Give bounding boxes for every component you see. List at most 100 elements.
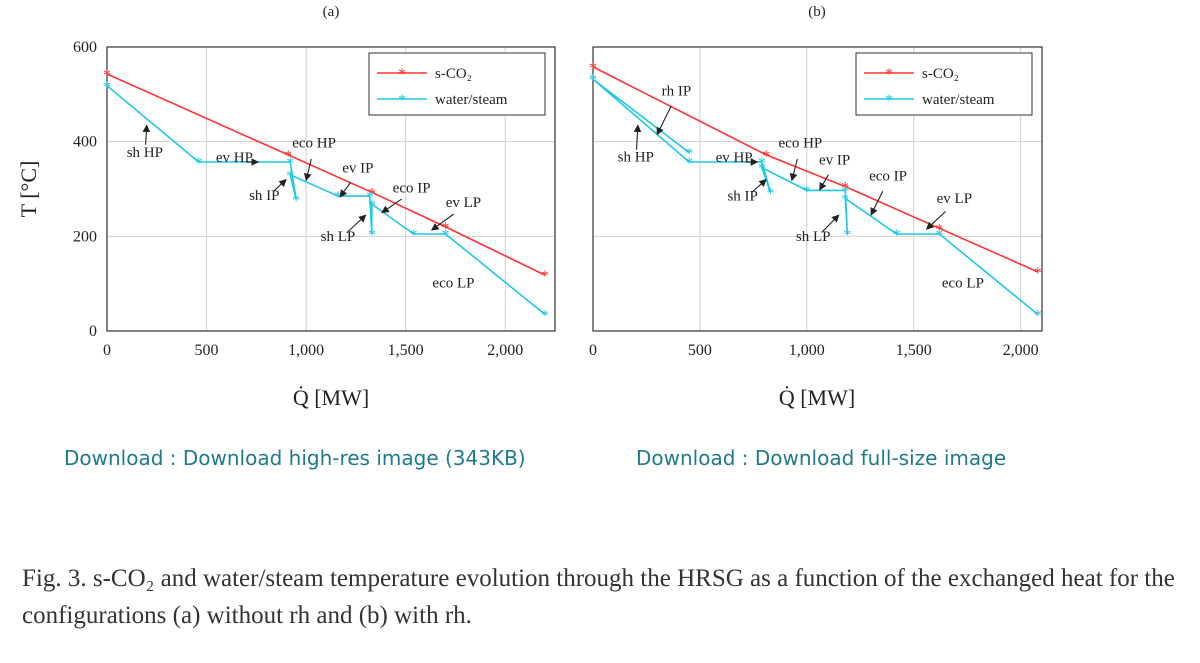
legend-swatch-marker: * xyxy=(885,66,893,83)
x-tick-label: 2,000 xyxy=(487,342,523,359)
annotation-label: sh IP xyxy=(249,188,279,204)
annotation-arrow xyxy=(346,214,367,234)
chart-panel-a: (a) 0 500 1,000 1,500 2,000 0 200 400 600 Q̇ [MW] T… xyxy=(16,4,556,410)
data-point-marker: * xyxy=(589,72,597,89)
x-tick-label: 0 xyxy=(103,342,111,359)
data-point-marker: * xyxy=(103,79,111,96)
data-point-marker: * xyxy=(292,192,300,209)
data-point-marker: * xyxy=(541,268,549,285)
annotation-label: eco LP xyxy=(432,275,474,291)
data-point-marker: * xyxy=(334,189,342,206)
data-point-marker: * xyxy=(935,221,943,238)
annotation-arrow xyxy=(751,178,767,193)
annotation-arrow xyxy=(789,158,798,182)
data-point-marker: * xyxy=(441,227,449,244)
series-line-water-steam xyxy=(106,85,546,316)
data-point-marker: * xyxy=(366,189,374,206)
legend-label: s-CO₂ xyxy=(922,66,959,82)
figure-caption: Fig. 3. s-CO₂ and water/steam temperatur… xyxy=(22,565,1175,629)
x-tick-label: 500 xyxy=(688,342,712,359)
x-tick-label: 1,500 xyxy=(896,342,932,359)
data-point-marker: * xyxy=(841,191,849,208)
legend-label: s-CO₂ xyxy=(435,66,472,82)
legend-swatch-marker: * xyxy=(398,92,406,109)
annotation-label: sh LP xyxy=(321,229,356,245)
x-tick-label: 1,500 xyxy=(388,342,424,359)
chart-title: (b) xyxy=(808,4,826,20)
data-point-marker: * xyxy=(195,155,203,172)
annotation-label: ev IP xyxy=(819,152,850,168)
annotation-arrow xyxy=(272,178,287,193)
annotation-label: eco IP xyxy=(393,180,431,196)
annotation-arrow xyxy=(819,174,829,191)
data-point-marker: * xyxy=(103,67,111,84)
data-point-marker: * xyxy=(893,227,901,244)
y-tick-label: 600 xyxy=(73,39,97,56)
x-axis-label: Q̇ [MW] xyxy=(779,385,855,410)
download-high-res-link[interactable]: Download : Download high-res image (343K… xyxy=(64,446,526,470)
data-point-marker: * xyxy=(1034,307,1042,324)
data-point-marker: * xyxy=(441,220,449,237)
annotation-label: eco LP xyxy=(942,275,984,291)
annotation-label: eco HP xyxy=(292,135,336,151)
plot-frame xyxy=(106,46,556,332)
annotation-arrow xyxy=(339,181,352,198)
data-point-marker: * xyxy=(762,148,770,165)
series-line-sco2 xyxy=(106,73,546,276)
data-point-marker: * xyxy=(841,183,849,200)
x-tick-label: 2,000 xyxy=(1003,342,1039,359)
data-point-marker: * xyxy=(685,146,693,163)
annotation-arrow xyxy=(633,124,642,150)
data-point-marker: * xyxy=(410,227,418,244)
annotation-arrow xyxy=(142,124,151,145)
annotation-arrow xyxy=(925,210,946,230)
legend: * s-CO₂ * water/steam xyxy=(368,52,546,116)
data-point-marker: * xyxy=(368,197,376,214)
data-point-marker: * xyxy=(758,161,766,178)
annotation-label: sh HP xyxy=(127,145,163,161)
data-point-marker: * xyxy=(589,60,597,77)
x-tick-label: 500 xyxy=(195,342,219,359)
series-line-water-steam xyxy=(592,78,1039,316)
annotation-arrow xyxy=(381,198,403,214)
annotation-label: sh HP xyxy=(618,150,654,166)
data-point-marker: * xyxy=(284,148,292,165)
annotation-label: sh LP xyxy=(796,229,831,245)
annotation-label: ev HP xyxy=(716,150,753,166)
y-tick-label: 200 xyxy=(73,228,97,245)
data-point-marker: * xyxy=(766,185,774,202)
data-point-marker: * xyxy=(843,227,851,244)
annotation-arrow xyxy=(430,213,455,231)
plot-frame xyxy=(592,46,1043,332)
x-tick-label: 1,000 xyxy=(789,342,825,359)
data-point-marker: * xyxy=(685,155,693,172)
y-tick-label: 400 xyxy=(73,134,97,151)
annotation-label: sh IP xyxy=(727,188,757,204)
annotation-arrow xyxy=(303,158,312,182)
data-point-marker: * xyxy=(368,185,376,202)
x-tick-label: 0 xyxy=(589,342,597,359)
legend-swatch-marker: * xyxy=(398,66,406,83)
y-axis-label: T [°C] xyxy=(16,161,41,218)
data-point-marker: * xyxy=(803,183,811,200)
annotation-label: eco IP xyxy=(869,168,907,184)
annotation-label: ev LP xyxy=(937,191,972,207)
data-point-marker: * xyxy=(841,180,849,197)
annotation-label: ev IP xyxy=(342,160,373,176)
chart-title: (a) xyxy=(323,4,340,20)
data-point-marker: * xyxy=(286,155,294,172)
annotation-label: eco HP xyxy=(779,135,823,151)
series-line-sco2 xyxy=(592,66,1039,273)
download-full-size-link[interactable]: Download : Download full-size image xyxy=(636,446,1007,470)
legend-box xyxy=(855,52,1033,116)
data-point-marker: * xyxy=(935,227,943,244)
annotation-label: ev HP xyxy=(216,150,253,166)
data-point-marker: * xyxy=(368,227,376,244)
x-tick-label: 1,000 xyxy=(288,342,324,359)
data-point-marker: * xyxy=(541,307,549,324)
annotation-arrow xyxy=(821,214,840,233)
data-point-marker: * xyxy=(589,72,597,89)
y-tick-label: 0 xyxy=(89,323,97,340)
annotation-arrow xyxy=(870,190,884,216)
